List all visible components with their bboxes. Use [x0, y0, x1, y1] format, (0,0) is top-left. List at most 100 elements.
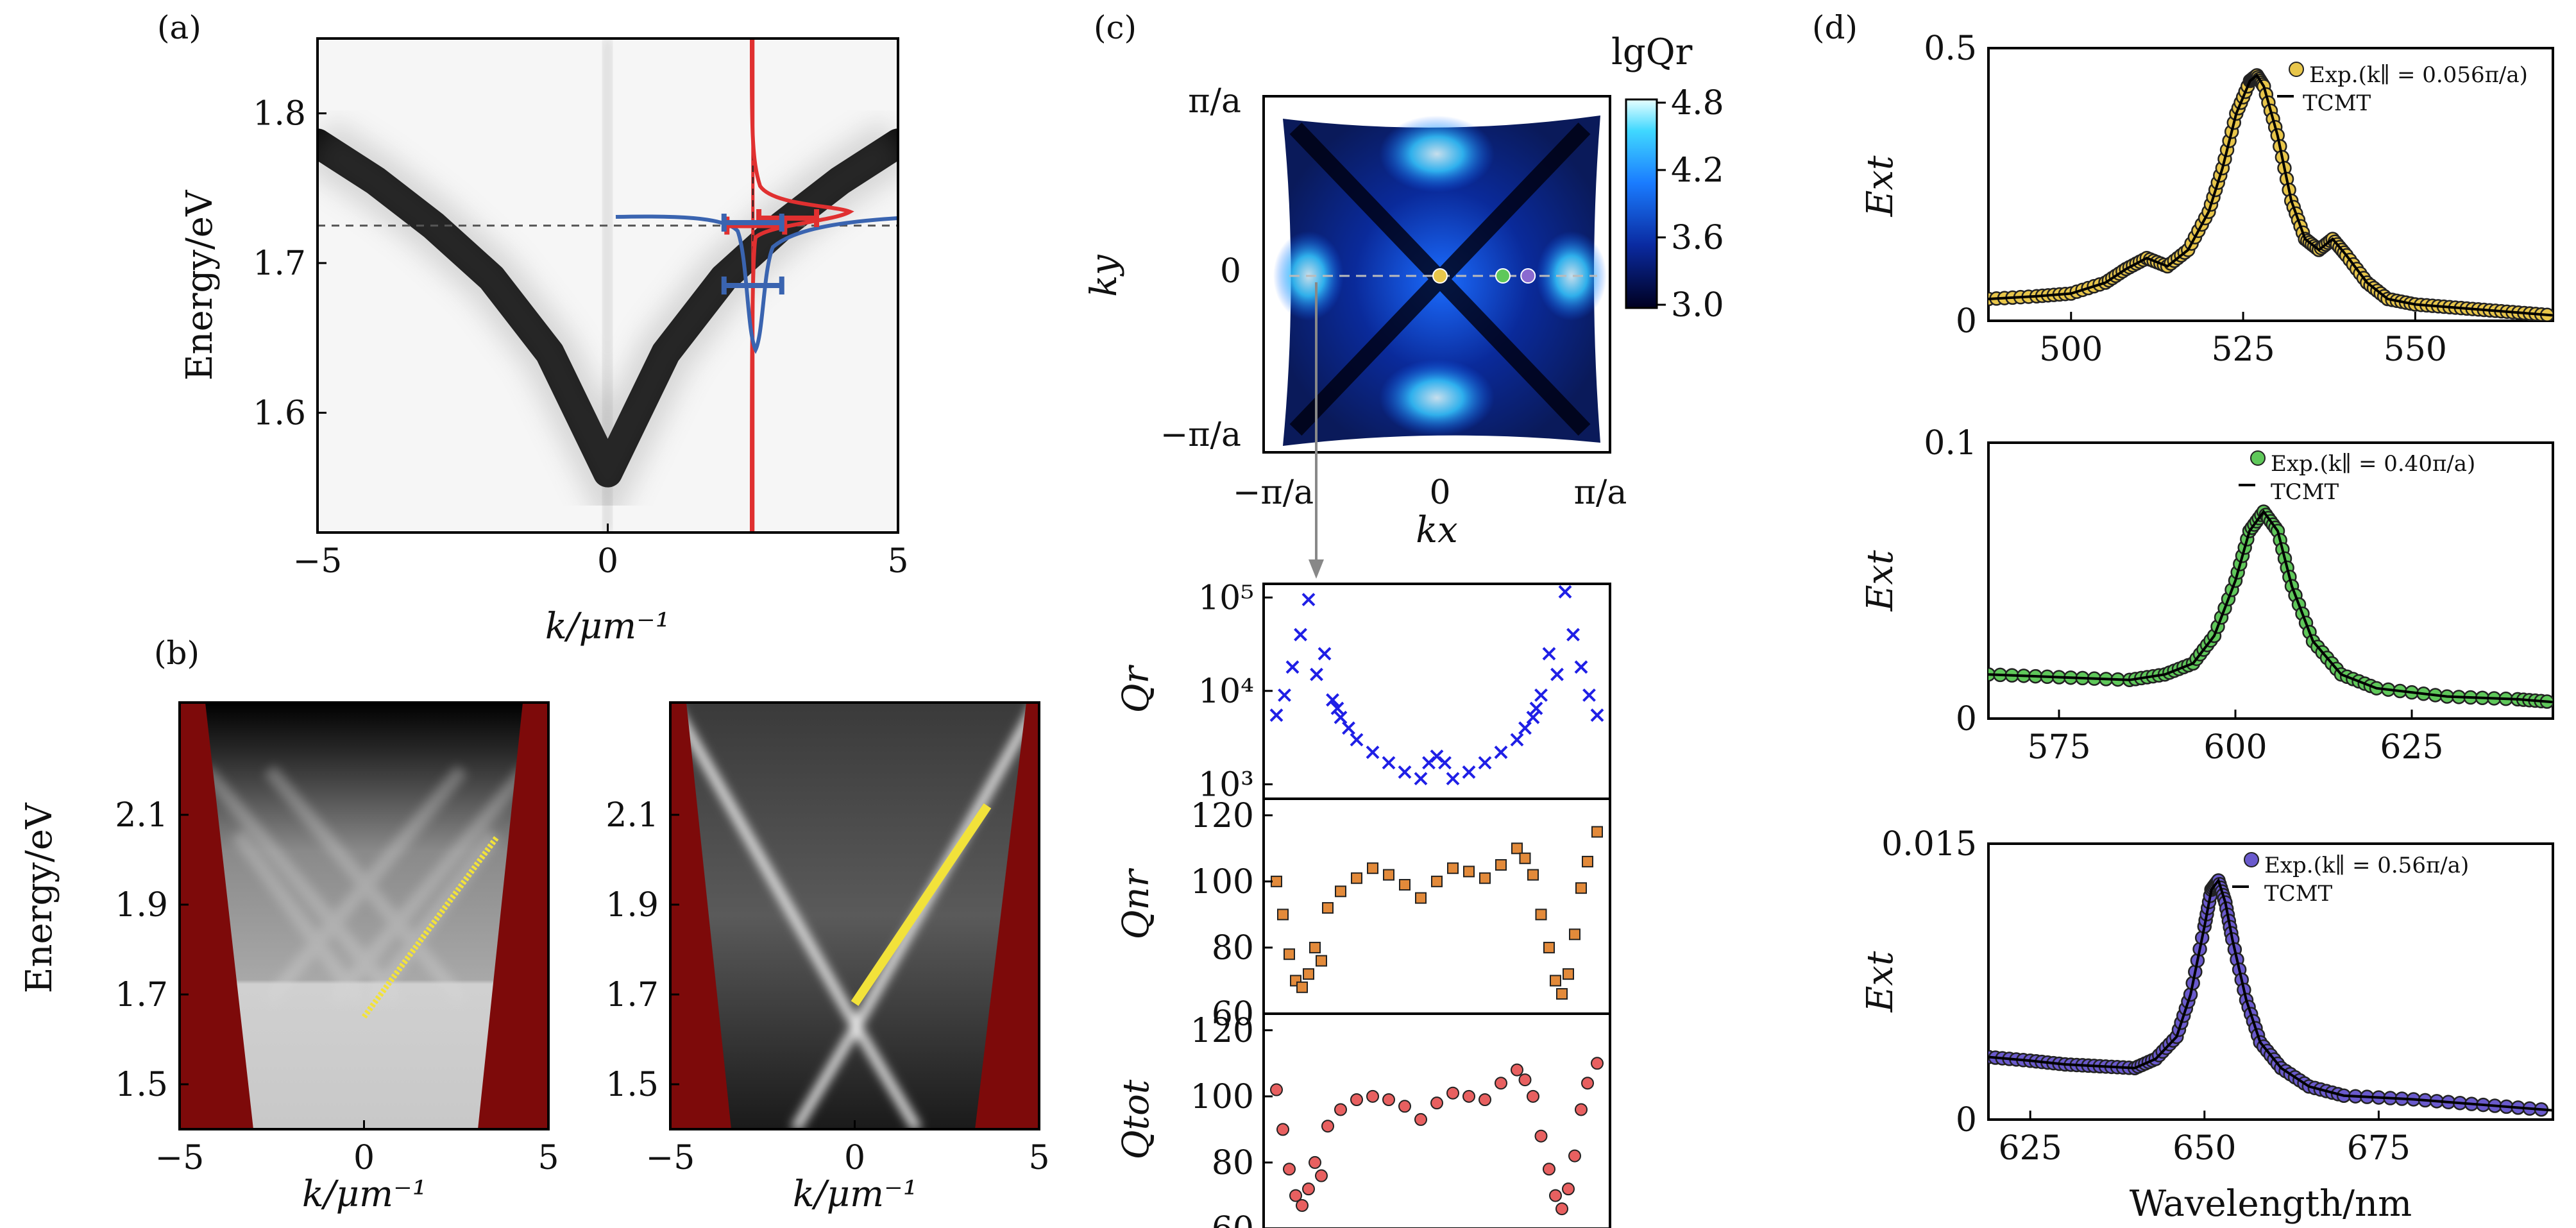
panel-c-qr-point — [1326, 693, 1339, 707]
panel-c-xlabel: kx — [1416, 509, 1458, 551]
panel-d-bottom-xtick-label: 625 — [1999, 1129, 2062, 1168]
panel-d-mid-xtick-label: 600 — [2203, 728, 2267, 767]
panel-a-blue-spectrum — [615, 214, 898, 354]
panel-d-mid-legend-exp: Exp.(k∥ = 0.40π/a) — [2271, 451, 2475, 477]
panel-c-qnr-point — [1463, 866, 1475, 878]
panel-c-qtot-point — [1568, 1149, 1581, 1163]
panel-c-qr-point — [1566, 627, 1580, 642]
panel-c-qnr-point — [1535, 908, 1547, 921]
panel-c-qr-point — [1278, 688, 1291, 702]
panel-c-qr-point — [1510, 733, 1524, 747]
panel-c-qnr-point — [1479, 872, 1491, 884]
panel-c-qtot-point — [1518, 1073, 1532, 1087]
panel-c-qtot-point — [1350, 1093, 1363, 1106]
panel-c-map-marker — [1432, 268, 1448, 284]
panel-c-ylabel: ky — [1083, 254, 1125, 297]
panel-c-qtot-point — [1296, 1198, 1309, 1212]
panel-c-qnr-series — [1271, 826, 1603, 1000]
panel-c-qnr-point — [1367, 862, 1378, 874]
panel-a-error-bars — [721, 209, 820, 294]
panel-d-top-legend-marker — [2289, 62, 2304, 77]
panel-c-map-marker — [1520, 268, 1536, 284]
panel-c-qtot-point — [1462, 1089, 1475, 1103]
panel-c-qtot-ytick-label: 80 — [1212, 1144, 1254, 1182]
panel-c-qtot-point — [1479, 1093, 1491, 1106]
panel-d-top-xtick-label: 525 — [2211, 330, 2275, 369]
panel-c-qnr-point — [1303, 968, 1314, 980]
panel-c-qtot-point — [1495, 1077, 1507, 1090]
panel-a-xtick-label: −5 — [293, 542, 343, 581]
panel-b-right-mask-left — [670, 703, 731, 1129]
panel-c-qr-point — [1574, 660, 1588, 674]
panel-d-bottom-tcmt-line — [1988, 878, 2553, 1112]
panel-d-bottom-xtick-label: 650 — [2173, 1129, 2236, 1168]
panel-c-qtot-point — [1321, 1120, 1334, 1133]
panel-c-colorbar-label: lgQr — [1611, 31, 1693, 73]
panel-c-qtot-point — [1366, 1089, 1379, 1103]
panel-c-qtot-point — [1543, 1163, 1555, 1176]
panel-c-qr-ytick-label: 10³ — [1198, 765, 1254, 804]
panel-c-qtot-point — [1591, 1057, 1604, 1070]
panel-c-qtot-point — [1270, 1083, 1283, 1096]
panel-c-colorbar-ticks: 3.0 3.6 4.2 4.8 — [1657, 84, 1724, 325]
panel-d-top-data — [1988, 68, 2553, 321]
panel-d-top-tcmt-line — [1988, 73, 2553, 317]
panel-c-qr-point — [1294, 627, 1307, 642]
panel-b-right-mask-right — [975, 703, 1039, 1129]
panel-d-bottom-ytick-label: 0 — [1956, 1101, 1977, 1139]
panel-d-bottom-ytick-label: 0.015 — [1881, 825, 1977, 864]
panel-c-qnr-point — [1582, 855, 1593, 867]
panel-c-map-marker — [1495, 268, 1511, 284]
panel-c-qtot-point — [1555, 1202, 1568, 1216]
panel-c-colorbar-tick-label: 3.6 — [1671, 219, 1724, 257]
panel-c-qr-point — [1342, 721, 1355, 735]
panel-c-arrow-head — [1309, 559, 1324, 579]
panel-label-c: (c) — [1094, 9, 1137, 46]
panel-c-qr-point — [1526, 710, 1540, 724]
panel-c-qnr-point — [1591, 826, 1603, 838]
panel-c-markers — [1432, 268, 1536, 284]
panel-c-qtot-point — [1446, 1086, 1459, 1100]
panel-d-mid-xtick-label: 625 — [2380, 728, 2443, 767]
panel-c-qnr-ytick-label: 120 — [1191, 797, 1254, 835]
panel-c-qr-point — [1414, 772, 1428, 786]
panel-c-qtot-point — [1527, 1089, 1539, 1103]
panel-c-colorbar-tick-label: 3.0 — [1671, 286, 1724, 325]
panel-a-xtick-label: 0 — [597, 542, 618, 581]
panel-c-qtot-point — [1430, 1096, 1443, 1110]
panel-c-colorbar-tick-label: 4.8 — [1671, 84, 1724, 123]
panel-c-qr-point — [1518, 721, 1532, 735]
panel-c-qr-point — [1534, 688, 1548, 702]
panel-c-map-ytick-label: π/a — [1188, 82, 1241, 121]
panel-b-right-axis-ticks: −5 0 5 1.5 1.7 1.9 2.1 — [606, 796, 1049, 1177]
panel-c-qtot-point — [1581, 1077, 1594, 1090]
panel-c-qtot-point — [1534, 1129, 1548, 1143]
panel-a-ytick-label: 1.6 — [253, 394, 306, 432]
panel-c-qtot-point — [1549, 1189, 1562, 1202]
panel-c-qr-point — [1269, 708, 1284, 722]
panel-d-top-frame — [1987, 47, 2554, 322]
panel-c-qr-point — [1438, 756, 1452, 770]
panel-c-map: −π/a 0 π/a −π/a 0 π/a ky kx lgQr 3.0 3.6 4.2 4.8 — [1083, 31, 1724, 579]
panel-d-bottom-ylabel: Ext — [1860, 951, 1901, 1012]
panel-b-right-ytick-label: 1.5 — [606, 1066, 659, 1104]
panel-c-qr-point — [1330, 701, 1344, 715]
panel-d-bottom-legend-tcmt: TCMT — [2264, 881, 2333, 907]
panel-a-ytick-label: 1.8 — [253, 95, 306, 133]
panel-b-right-xlabel: k/μm⁻¹ — [793, 1173, 917, 1215]
panel-c-qr-point — [1301, 593, 1316, 606]
panel-c-qr-point — [1558, 585, 1572, 599]
panel-c-qr-point — [1494, 746, 1508, 760]
panel-a: −5 0 5 1.6 1.7 1.8 Energy/eV k/μm⁻¹ — [179, 37, 909, 647]
panel-c-qtot-point — [1276, 1123, 1289, 1136]
panel-a-axis-ticks: −5 0 5 1.6 1.7 1.8 — [253, 95, 908, 581]
panel-c-qtot-point — [1283, 1163, 1296, 1176]
panel-c-qtot-ytick-label: 60 — [1212, 1210, 1254, 1228]
panel-c-map-ytick-label: −π/a — [1160, 416, 1241, 454]
panel-c-qr-frame — [1262, 583, 1611, 800]
panel-c-qr-point — [1478, 756, 1492, 770]
panel-c-qnr-point — [1415, 892, 1427, 904]
panel-c-qnr-ytick-label: 60 — [1212, 995, 1254, 1034]
panel-d-mid-frame — [1987, 441, 2554, 720]
